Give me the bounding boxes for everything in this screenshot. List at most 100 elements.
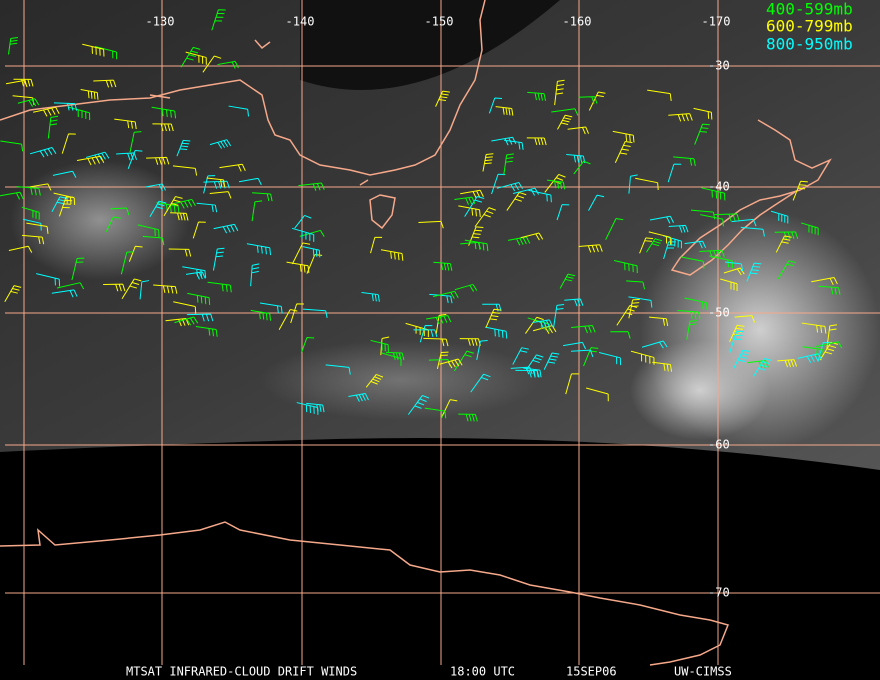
wind-barbs: [0, 9, 843, 422]
wind-barb: [51, 196, 68, 213]
wind-barb: [527, 91, 546, 101]
lon-label: -130: [146, 15, 175, 29]
wind-barb: [105, 216, 121, 232]
wind-barb: [278, 308, 298, 330]
legend-item: 400-599mb: [766, 0, 853, 19]
wind-barb: [586, 387, 609, 402]
wind-barb: [797, 353, 823, 363]
wind-barb: [503, 153, 514, 176]
wind-barb: [460, 189, 484, 199]
wind-barb: [714, 213, 740, 222]
wind-barb: [464, 239, 489, 252]
wind-barb: [306, 402, 325, 413]
lon-label: -160: [563, 15, 592, 29]
wind-barb: [630, 350, 655, 365]
wind-barb: [423, 337, 449, 347]
wind-barb: [720, 278, 738, 292]
wind-barb: [213, 223, 239, 234]
wind-barb: [168, 248, 192, 257]
wind-barb: [22, 218, 42, 231]
lat-label: -60: [708, 438, 730, 452]
wind-barb: [476, 339, 488, 360]
wind-barb: [504, 139, 524, 150]
lon-label: -170: [702, 15, 731, 29]
wind-barb: [614, 141, 633, 163]
wind-barb: [217, 60, 239, 69]
wind-barb: [571, 349, 594, 358]
wind-barb: [729, 330, 744, 354]
wind-barb: [817, 341, 831, 362]
wind-barb: [454, 196, 476, 205]
wind-barb: [127, 150, 143, 170]
wind-barb: [826, 324, 838, 350]
wind-barb: [458, 413, 478, 422]
wind-barb: [818, 285, 841, 295]
footer-text: MTSAT INFRARED-CLOUD DRIFT WINDS: [126, 665, 357, 679]
wind-barb: [93, 79, 117, 88]
wind-barb: [121, 278, 142, 300]
wind-barb: [152, 123, 174, 132]
wind-barb: [139, 280, 150, 300]
wind-barb: [610, 331, 631, 339]
wind-barb: [506, 191, 527, 211]
coastline: [0, 521, 730, 666]
wind-barb: [628, 174, 638, 194]
wind-barb: [686, 320, 698, 340]
wind-barb: [746, 262, 762, 282]
wind-barb: [564, 298, 584, 307]
wind-barb: [36, 273, 61, 287]
lat-label: -50: [708, 306, 730, 320]
wind-barb: [294, 214, 312, 229]
wind-barb: [612, 130, 635, 143]
wind-barb: [512, 347, 529, 365]
wind-barb: [149, 200, 167, 217]
wind-barb: [614, 259, 638, 274]
wind-barb: [325, 364, 351, 375]
wind-barb: [528, 189, 552, 203]
wind-barb: [145, 183, 166, 192]
wind-barb: [300, 337, 315, 354]
wind-barb: [207, 281, 232, 293]
wind-barb: [485, 326, 508, 339]
wind-barb: [129, 131, 142, 153]
wind-barb: [85, 151, 110, 162]
wind-barb: [94, 45, 118, 60]
grid: [5, 0, 880, 665]
wind-barb: [0, 191, 24, 200]
wind-barb: [58, 196, 74, 217]
wind-barb: [496, 182, 523, 192]
wind-barb: [616, 304, 638, 326]
wind-barb: [435, 313, 447, 335]
wind-barb: [120, 251, 135, 275]
wind-barb: [819, 341, 839, 361]
wind-barb: [663, 235, 682, 249]
wind-barb: [137, 224, 160, 237]
wind-barb: [454, 350, 474, 372]
wind-barb: [211, 9, 226, 31]
wind-barb: [571, 325, 596, 334]
wind-barb: [53, 192, 76, 206]
wind-barb: [774, 231, 799, 240]
wind-barb: [547, 179, 566, 190]
wind-barb: [51, 289, 78, 298]
wind-barb: [386, 351, 405, 361]
wind-barb: [16, 186, 41, 196]
wind-barb: [165, 317, 190, 327]
footer-text: UW-CIMSS: [674, 665, 732, 679]
wind-barb: [21, 206, 40, 220]
wind-barb: [29, 147, 57, 158]
lon-labels: -130 -140 -150 -160 -170: [146, 15, 731, 29]
wind-barb: [525, 354, 544, 371]
wind-barb: [53, 102, 78, 111]
wind-barb: [628, 298, 640, 319]
wind-barb: [680, 256, 705, 269]
wind-barb: [187, 292, 211, 305]
wind-barb: [802, 346, 825, 357]
wind-barb: [250, 263, 260, 287]
wind-barb: [156, 202, 180, 214]
wind-barb: [454, 283, 478, 292]
wind-barb: [557, 114, 573, 130]
wind-barb: [567, 126, 590, 135]
wind-barb: [458, 205, 481, 218]
footer-text: 18:00 UTC: [450, 665, 515, 679]
